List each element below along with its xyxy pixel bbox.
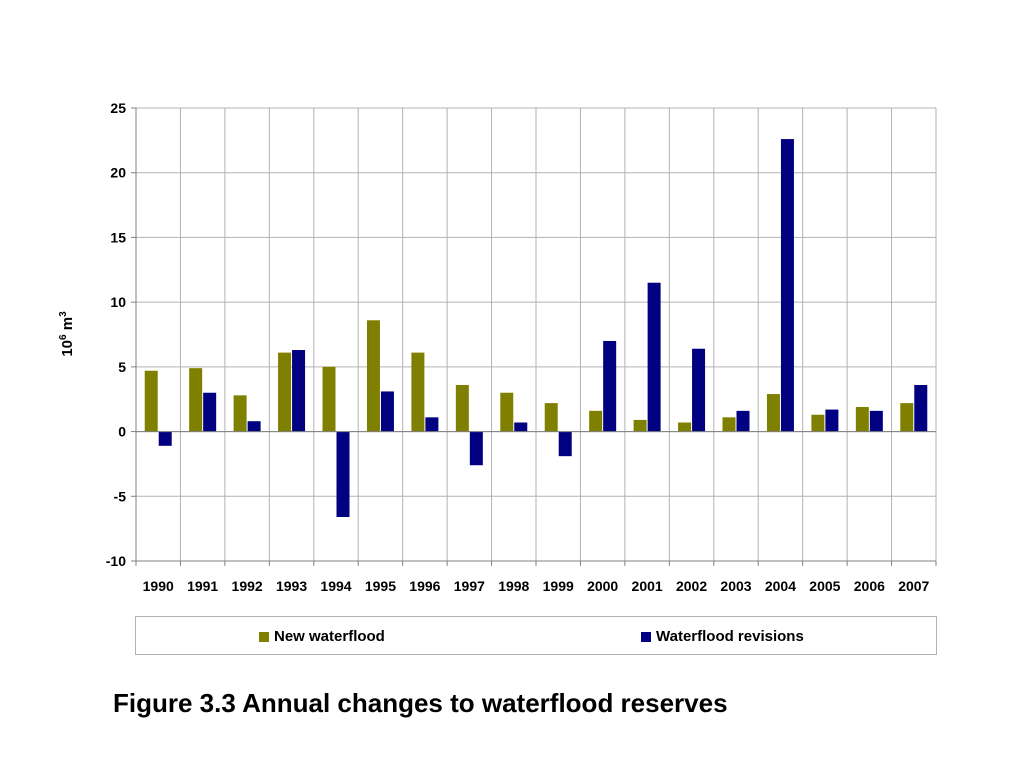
x-tick-label: 2005 — [809, 578, 840, 594]
bar-new-waterflood-1992 — [233, 395, 247, 432]
x-tick-labels: 1990 1991 1992 1993 1994 1995 1996 1997 1998 1999… — [143, 578, 930, 594]
bar-new-waterflood-1999 — [544, 403, 558, 432]
x-tick-label: 1992 — [232, 578, 263, 594]
legend-label-waterflood-revisions: Waterflood revisions — [656, 628, 804, 645]
bar-new-waterflood-1998 — [500, 392, 514, 432]
bar-waterflood-revisions-2004 — [780, 139, 794, 432]
y-tick-label: 5 — [118, 359, 126, 375]
x-tick-label: 1990 — [143, 578, 174, 594]
bar-waterflood-revisions-1997 — [469, 431, 483, 466]
x-tick-label: 1994 — [320, 578, 351, 594]
bar-new-waterflood-1990 — [144, 370, 158, 432]
x-tick-label: 1997 — [454, 578, 485, 594]
bar-waterflood-revisions-1998 — [514, 422, 528, 432]
bar-waterflood-revisions-2005 — [825, 409, 839, 432]
y-tick-label: 25 — [110, 100, 126, 116]
x-tick-label: 2003 — [720, 578, 751, 594]
legend-item-new-waterflood: New waterflood — [259, 628, 385, 645]
bar-waterflood-revisions-1991 — [203, 392, 217, 432]
x-tick-label: 2001 — [632, 578, 663, 594]
bar-waterflood-revisions-1993 — [292, 350, 306, 432]
bar-new-waterflood-1991 — [189, 368, 203, 432]
legend: New waterflood Waterflood revisions — [135, 616, 937, 655]
bar-waterflood-revisions-1992 — [247, 421, 261, 432]
bar-new-waterflood-2007 — [900, 403, 914, 432]
bar-new-waterflood-2000 — [589, 410, 603, 432]
x-tick-label: 1993 — [276, 578, 307, 594]
bar-new-waterflood-1996 — [411, 352, 425, 432]
x-tick-label: 1999 — [543, 578, 574, 594]
axes — [131, 107, 937, 566]
y-tick-label: 15 — [110, 229, 126, 245]
x-tick-label: 2004 — [765, 578, 796, 594]
x-tick-label: 1996 — [409, 578, 440, 594]
bar-waterflood-revisions-1999 — [558, 431, 572, 457]
figure-caption: Figure 3.3 Annual changes to waterflood … — [113, 688, 728, 718]
bar-new-waterflood-2003 — [722, 417, 736, 432]
y-tick-label: -10 — [106, 553, 126, 569]
bar-waterflood-revisions-1994 — [336, 431, 350, 517]
bar-new-waterflood-1995 — [366, 320, 380, 432]
bar-waterflood-revisions-1996 — [425, 417, 439, 432]
bar-new-waterflood-1993 — [278, 352, 292, 432]
x-tick-label: 2000 — [587, 578, 618, 594]
bar-waterflood-revisions-2001 — [647, 282, 661, 432]
x-tick-label: 1991 — [187, 578, 218, 594]
bar-chart: 25 20 15 10 5 0 -5 -10 1990 1991 1992 1993 1994 1995… — [58, 100, 937, 594]
x-tick-label: 1995 — [365, 578, 396, 594]
x-tick-label: 2006 — [854, 578, 885, 594]
x-tick-label: 1998 — [498, 578, 529, 594]
x-tick-label: 2007 — [898, 578, 929, 594]
x-tick-label: 2002 — [676, 578, 707, 594]
bar-waterflood-revisions-2007 — [914, 384, 928, 432]
legend-item-waterflood-revisions: Waterflood revisions — [641, 628, 804, 645]
bar-new-waterflood-2001 — [633, 419, 647, 432]
legend-swatch-waterflood-revisions — [641, 631, 651, 642]
bar-waterflood-revisions-2000 — [603, 340, 617, 432]
bar-new-waterflood-2005 — [811, 414, 825, 432]
grid-lines — [135, 107, 937, 562]
bar-waterflood-revisions-1995 — [380, 391, 394, 432]
y-tick-labels: 25 20 15 10 5 0 -5 -10 — [106, 100, 126, 569]
y-tick-label: 20 — [110, 165, 126, 181]
y-axis-label: 106 m3 — [58, 311, 76, 357]
y-tick-label: 0 — [118, 424, 126, 440]
bar-new-waterflood-2002 — [678, 422, 692, 432]
bar-new-waterflood-1997 — [455, 384, 469, 432]
bar-waterflood-revisions-1990 — [158, 431, 172, 446]
bar-waterflood-revisions-2006 — [869, 410, 883, 432]
y-tick-label: 10 — [110, 294, 126, 310]
legend-swatch-new-waterflood — [259, 631, 269, 642]
bar-waterflood-revisions-2003 — [736, 410, 750, 432]
bars — [144, 139, 928, 517]
y-tick-label: -5 — [114, 488, 127, 504]
bar-waterflood-revisions-2002 — [692, 348, 706, 432]
bar-new-waterflood-2006 — [855, 406, 869, 432]
bar-new-waterflood-1994 — [322, 366, 336, 432]
bar-new-waterflood-2004 — [766, 394, 780, 432]
legend-label-new-waterflood: New waterflood — [274, 628, 385, 645]
